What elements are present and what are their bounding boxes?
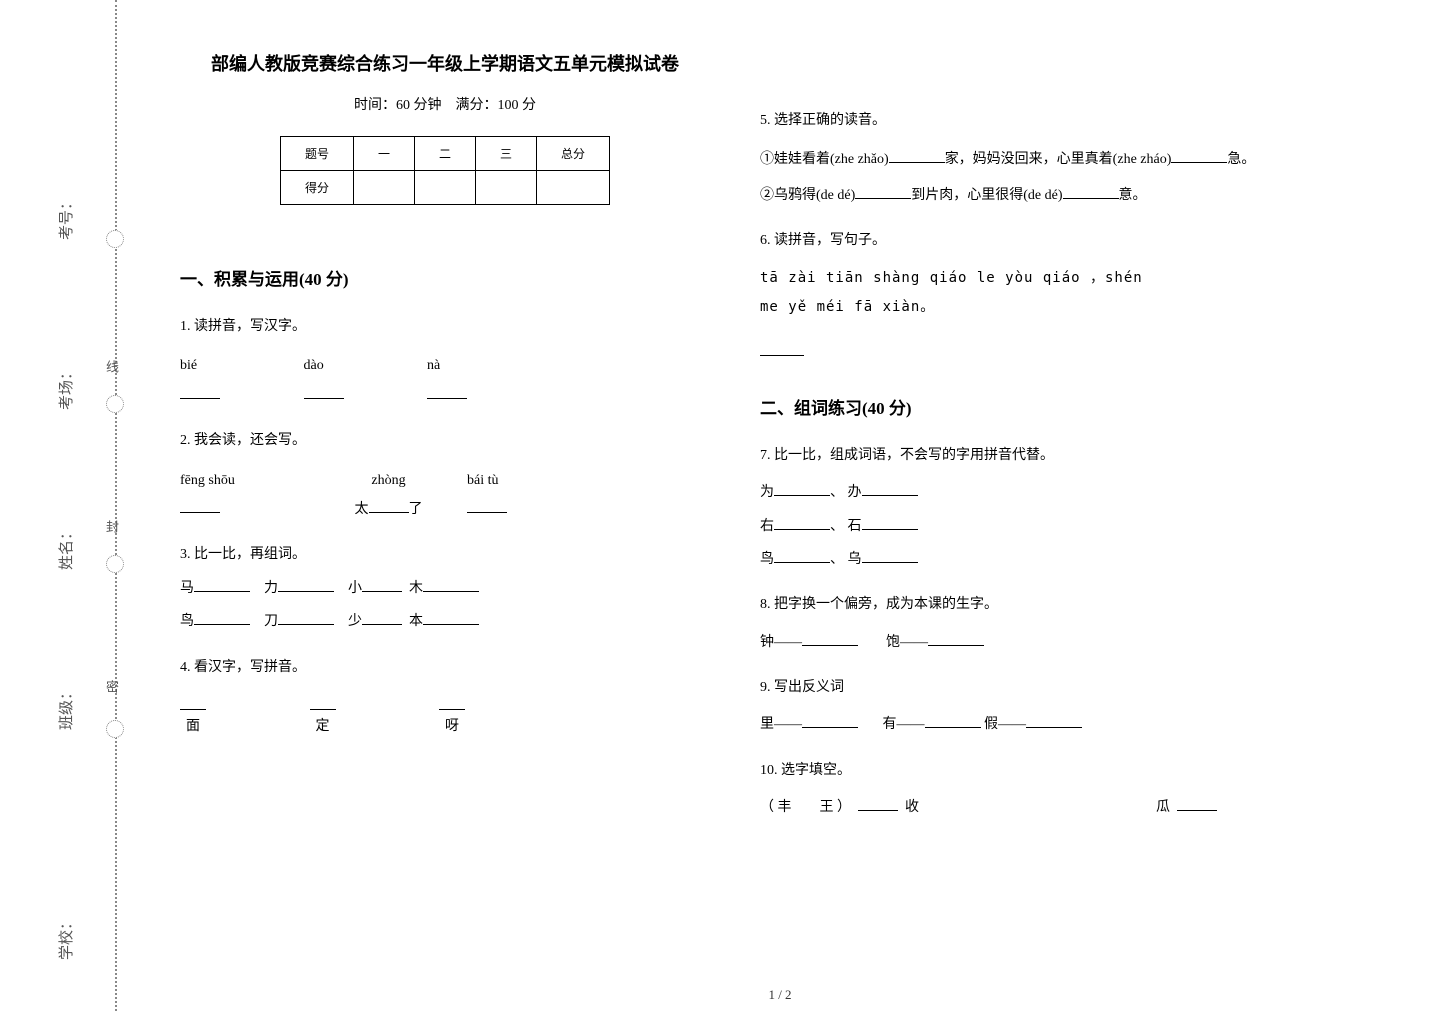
score-table: 题号 一 二 三 总分 得分 bbox=[280, 136, 610, 205]
q5-text: 急。 bbox=[1227, 152, 1255, 167]
table-row: 得分 bbox=[280, 171, 609, 205]
q7-char: 乌 bbox=[848, 552, 862, 567]
q2-prompt: 2. 我会读，还会写。 bbox=[180, 426, 710, 455]
side-label-school: 学校： bbox=[55, 915, 76, 960]
q5-text: 到片肉，心里很得(de dé) bbox=[911, 188, 1062, 203]
q3-char: 木 bbox=[409, 581, 423, 596]
q5-text: 家，妈妈没回来，心里真着(zhe zháo) bbox=[945, 152, 1172, 167]
score-th: 三 bbox=[476, 137, 537, 171]
q8-item: 钟—— bbox=[760, 635, 802, 650]
q9-item: 里—— bbox=[760, 717, 802, 732]
q2-item: bái tù bbox=[467, 466, 577, 525]
score-th: 总分 bbox=[537, 137, 610, 171]
q2-item: fēng shōu bbox=[180, 466, 310, 525]
q3-char: 少 bbox=[348, 614, 362, 629]
q3-char: 本 bbox=[409, 614, 423, 629]
q10-text: 收 bbox=[905, 800, 919, 815]
binding-line bbox=[115, 0, 117, 1011]
score-cell bbox=[476, 171, 537, 205]
question-1: 1. 读拼音，写汉字。 bié dào nà bbox=[180, 312, 710, 410]
q4-prompt: 4. 看汉字，写拼音。 bbox=[180, 653, 710, 682]
q3-char: 马 bbox=[180, 581, 194, 596]
q10-prompt: 10. 选字填空。 bbox=[760, 756, 1360, 785]
column-left: 部编人教版竞赛综合练习一年级上学期语文五单元模拟试卷 时间：60 分钟 满分：1… bbox=[150, 0, 740, 1011]
q1-item: dào bbox=[304, 351, 424, 410]
q7-char: 鸟 bbox=[760, 552, 774, 567]
q1-item: bié bbox=[180, 351, 300, 410]
side-label-room: 考场： bbox=[55, 365, 76, 410]
question-5: 5. 选择正确的读音。 ①娃娃看着(zhe zhǎo) 家，妈妈没回来，心里真着(… bbox=[760, 106, 1360, 210]
q7-char: 办 bbox=[848, 485, 862, 500]
score-cell bbox=[353, 171, 414, 205]
time-value: 60 分钟 bbox=[396, 98, 442, 113]
q6-pinyin-line: me yě méi fā xiàn。 bbox=[760, 293, 1360, 322]
q9-prompt: 9. 写出反义词 bbox=[760, 673, 1360, 702]
binding-label-feng: 封 bbox=[102, 520, 121, 559]
q6-pinyin-line: tā zài tiān shàng qiáo le yòu qiáo ，shén bbox=[760, 264, 1360, 293]
binding-ring bbox=[106, 720, 124, 738]
q10-text: （ 丰 bbox=[760, 800, 792, 815]
question-3: 3. 比一比，再组词。 马 力 小 木 鸟 刀 少 本 bbox=[180, 540, 710, 636]
question-4: 4. 看汉字，写拼音。 面 定 呀 bbox=[180, 653, 710, 742]
q9-item: 有—— bbox=[883, 717, 925, 732]
binding-label-mi: 密 bbox=[102, 680, 121, 719]
exam-title: 部编人教版竞赛综合练习一年级上学期语文五单元模拟试卷 bbox=[180, 50, 710, 76]
q7-char: 石 bbox=[848, 519, 862, 534]
q3-char: 鸟 bbox=[180, 614, 194, 629]
q5-text: ①娃娃看着(zhe zhǎo) bbox=[760, 152, 889, 167]
question-10: 10. 选字填空。 （ 丰 王 ） 收 瓜 bbox=[760, 756, 1360, 823]
question-2: 2. 我会读，还会写。 fēng shōu zhòng 太了 bái tù bbox=[180, 426, 710, 524]
q7-prompt: 7. 比一比，组成词语，不会写的字用拼音代替。 bbox=[760, 441, 1360, 470]
score-cell bbox=[537, 171, 610, 205]
q4-item: 定 bbox=[310, 696, 336, 741]
side-label-name: 姓名： bbox=[55, 525, 76, 570]
score-cell bbox=[414, 171, 475, 205]
q8-prompt: 8. 把字换一个偏旁，成为本课的生字。 bbox=[760, 590, 1360, 619]
q9-item: 假—— bbox=[984, 717, 1026, 732]
side-label-examno: 考号： bbox=[55, 195, 76, 240]
question-7: 7. 比一比，组成词语，不会写的字用拼音代替。 为、 办 右、 石 鸟、 乌 bbox=[760, 441, 1360, 575]
q5-prompt: 5. 选择正确的读音。 bbox=[760, 106, 1360, 135]
exam-meta: 时间：60 分钟 满分：100 分 bbox=[180, 94, 710, 114]
page-number: 1 / 2 bbox=[768, 987, 791, 1003]
binding-ring bbox=[106, 230, 124, 248]
q4-item: 呀 bbox=[439, 696, 465, 741]
q4-item: 面 bbox=[180, 696, 206, 741]
q3-prompt: 3. 比一比，再组词。 bbox=[180, 540, 710, 569]
score-label: 满分： bbox=[456, 98, 498, 113]
q5-text: 意。 bbox=[1119, 188, 1147, 203]
q7-char: 右 bbox=[760, 519, 774, 534]
section-1-heading: 一、积累与运用(40 分) bbox=[180, 265, 710, 290]
question-6: 6. 读拼音，写句子。 tā zài tiān shàng qiáo le yò… bbox=[760, 226, 1360, 368]
score-value: 100 分 bbox=[498, 98, 537, 113]
score-th: 题号 bbox=[280, 137, 353, 171]
q7-char: 为 bbox=[760, 485, 774, 500]
side-label-class: 班级： bbox=[55, 685, 76, 730]
section-2-heading: 二、组词练习(40 分) bbox=[760, 394, 1360, 419]
q10-text: 王 ） bbox=[820, 800, 852, 815]
binding-label-xian: 线 bbox=[102, 360, 121, 399]
q1-item: nà bbox=[427, 351, 547, 410]
column-right: 5. 选择正确的读音。 ①娃娃看着(zhe zhǎo) 家，妈妈没回来，心里真着(… bbox=[740, 0, 1390, 1011]
q3-char: 刀 bbox=[264, 614, 278, 629]
page: 部编人教版竞赛综合练习一年级上学期语文五单元模拟试卷 时间：60 分钟 满分：1… bbox=[150, 0, 1410, 1011]
q1-prompt: 1. 读拼音，写汉字。 bbox=[180, 312, 710, 341]
table-row: 题号 一 二 三 总分 bbox=[280, 137, 609, 171]
question-8: 8. 把字换一个偏旁，成为本课的生字。 钟—— 饱—— bbox=[760, 590, 1360, 657]
q3-char: 力 bbox=[264, 581, 278, 596]
q6-prompt: 6. 读拼音，写句子。 bbox=[760, 226, 1360, 255]
question-9: 9. 写出反义词 里—— 有—— 假—— bbox=[760, 673, 1360, 740]
q8-item: 饱—— bbox=[886, 635, 928, 650]
score-th: 二 bbox=[414, 137, 475, 171]
score-row-label: 得分 bbox=[280, 171, 353, 205]
q5-text: ②乌鸦得(de dé) bbox=[760, 188, 855, 203]
q3-char: 小 bbox=[348, 581, 362, 596]
time-label: 时间： bbox=[354, 98, 396, 113]
q2-item: zhòng 太了 bbox=[314, 466, 464, 525]
score-th: 一 bbox=[353, 137, 414, 171]
q10-text: 瓜 bbox=[1156, 800, 1170, 815]
